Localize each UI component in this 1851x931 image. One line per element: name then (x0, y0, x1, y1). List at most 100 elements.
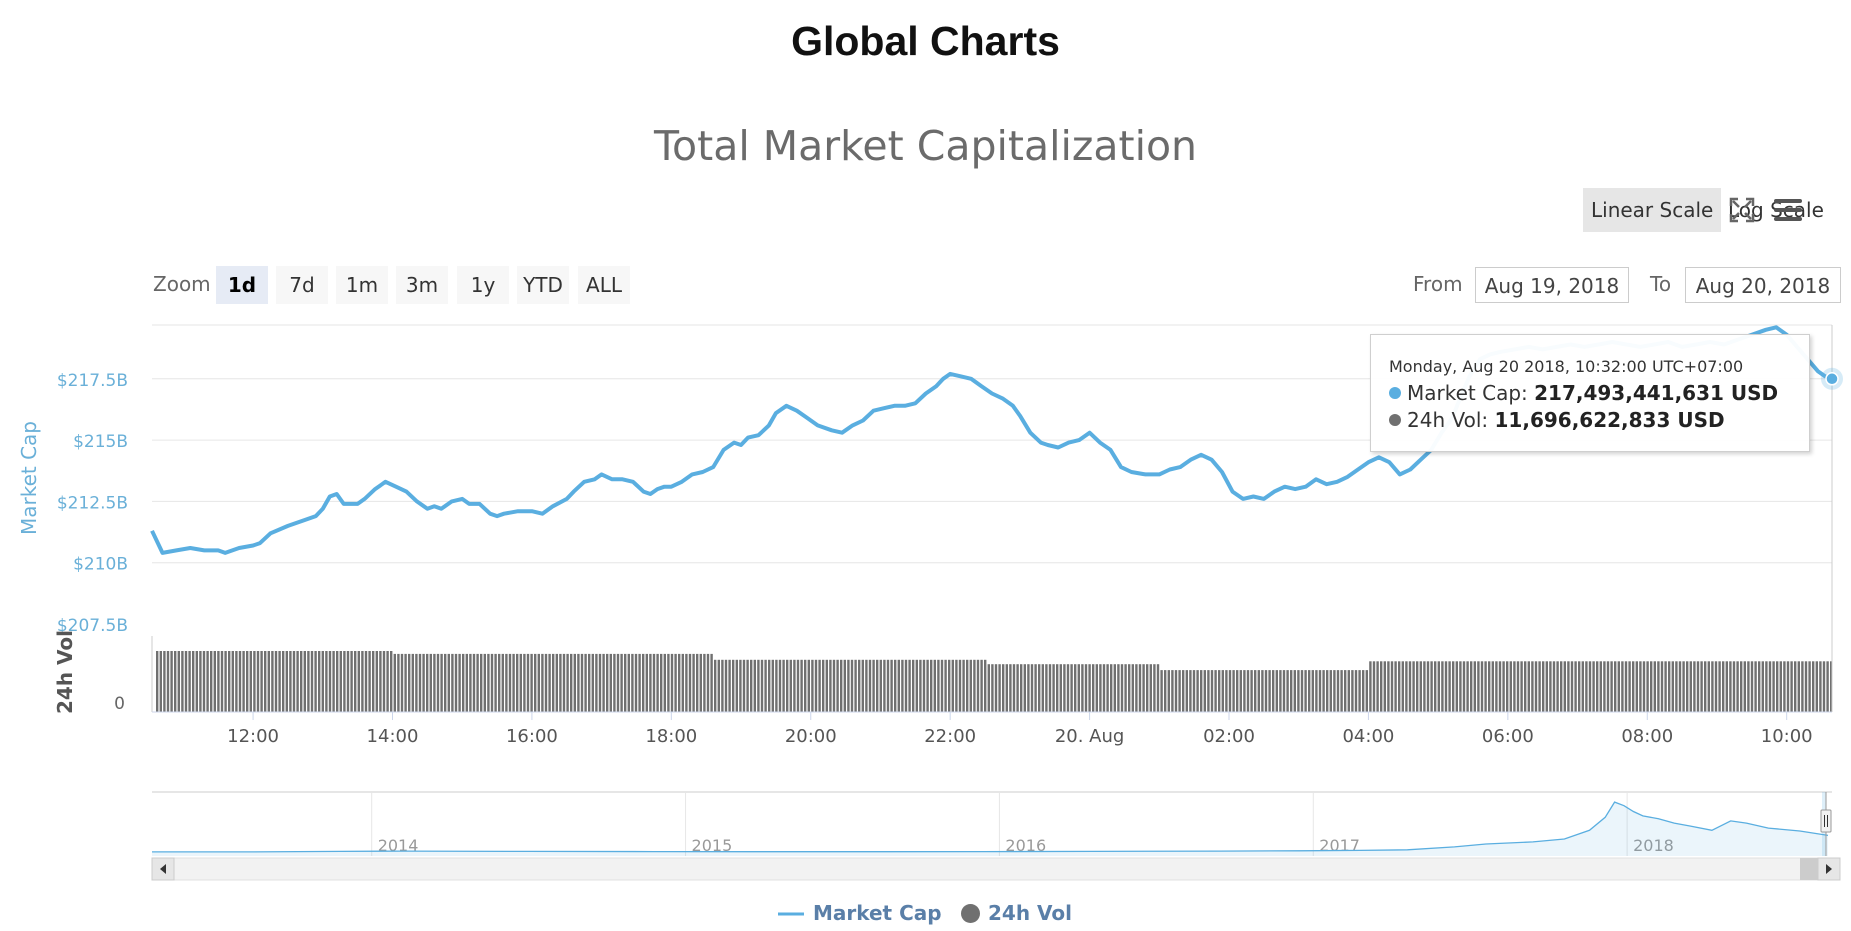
volume-bar (984, 659, 987, 712)
volume-bar (804, 659, 807, 712)
zoom-ytd-button[interactable]: YTD (517, 266, 569, 304)
volume-bar (598, 653, 602, 712)
volume-bar (408, 653, 411, 712)
volume-bar (1624, 661, 1628, 712)
volume-bar (1560, 661, 1563, 712)
volume-bar (166, 651, 170, 712)
volume-bar (699, 653, 702, 712)
volume-bar (1660, 661, 1664, 712)
volume-bar (1686, 661, 1689, 712)
fullscreen-icon[interactable] (1728, 196, 1756, 224)
volume-bar (1423, 661, 1426, 712)
volume-bar (426, 653, 429, 712)
volume-bar (840, 659, 843, 712)
volume-bar (782, 659, 785, 712)
volume-bar (1596, 661, 1599, 712)
volume-bar (1318, 670, 1322, 712)
navigator-handle[interactable] (1820, 809, 1832, 833)
to-date-input[interactable]: Aug 20, 2018 (1685, 267, 1841, 303)
volume-bar (1110, 664, 1113, 712)
volume-bar (739, 659, 742, 712)
volume-bar (1502, 661, 1505, 712)
volume-bar (786, 659, 789, 712)
volume-bar (415, 653, 418, 712)
volume-bar (1398, 661, 1401, 712)
volume-bar (195, 651, 198, 712)
volume-bar (1405, 661, 1408, 712)
volume-bar (1243, 670, 1246, 712)
volume-bar (1290, 670, 1293, 712)
volume-bar (199, 651, 202, 712)
volume-bar (487, 653, 490, 712)
volume-bar (274, 651, 278, 712)
volume-bar (1117, 664, 1120, 712)
volume-bar (537, 653, 540, 712)
zoom-3m-button[interactable]: 3m (396, 266, 448, 304)
volume-bar (1808, 661, 1811, 712)
volume-bar (1729, 661, 1732, 712)
volume-bar (1797, 661, 1800, 712)
volume-bar (872, 659, 875, 712)
volume-bar (490, 653, 494, 712)
volume-bar (1189, 670, 1192, 712)
volume-bar (213, 651, 216, 712)
volume-bar (1250, 670, 1253, 712)
hamburger-menu-icon[interactable] (1773, 196, 1803, 224)
y-tick-label: $210B (73, 555, 128, 575)
volume-bar (1333, 670, 1336, 712)
volume-bar (1214, 670, 1217, 712)
volume-bar (613, 653, 616, 712)
volume-bar (814, 659, 818, 712)
volume-bar (1750, 661, 1754, 712)
volume-bar (858, 659, 861, 712)
volume-bar (181, 651, 184, 712)
zoom-all-button[interactable]: ALL (578, 266, 630, 304)
volume-bar (667, 653, 670, 712)
volume-bar (454, 653, 458, 712)
legend-market-cap[interactable]: Market Cap (778, 901, 942, 927)
volume-bar (1614, 661, 1617, 712)
volume-bar (1365, 670, 1368, 712)
volume-bar (192, 651, 195, 712)
zoom-7d-button[interactable]: 7d (276, 266, 328, 304)
from-label: From (1413, 272, 1463, 296)
volume-bar (364, 651, 368, 712)
x-tick-label: 10:00 (1761, 726, 1813, 747)
volume-bar (1210, 670, 1214, 712)
zoom-1d-button[interactable]: 1d (216, 266, 268, 304)
volume-bar (591, 653, 594, 712)
zoom-1m-button[interactable]: 1m (336, 266, 388, 304)
volume-bar (325, 651, 328, 712)
volume-bar (1128, 664, 1131, 712)
volume-bar (501, 653, 504, 712)
volume-bar (577, 653, 580, 712)
volume-bar (339, 651, 342, 712)
volume-bar (177, 651, 180, 712)
legend-volume[interactable]: 24h Vol (961, 901, 1072, 927)
linear-scale-button[interactable]: Linear Scale (1583, 188, 1722, 232)
volume-bar (238, 651, 242, 712)
volume-bar (1441, 661, 1444, 712)
volume-bar (462, 653, 465, 712)
x-tick-label: 12:00 (227, 726, 279, 747)
volume-bar (1088, 664, 1091, 712)
chart-title: Total Market Capitalization (653, 122, 1198, 170)
volume-bar (1038, 664, 1041, 712)
volume-bar (1171, 670, 1174, 712)
volume-bar (753, 659, 756, 712)
volume-bar (559, 653, 562, 712)
volume-bar (264, 651, 267, 712)
zoom-1y-button[interactable]: 1y (457, 266, 509, 304)
scrollbar-thumb[interactable] (1800, 858, 1818, 880)
volume-bar (1714, 661, 1718, 712)
volume-bar (1380, 661, 1383, 712)
volume-bar (937, 659, 940, 712)
x-tick-label: 22:00 (924, 726, 976, 747)
from-date-input[interactable]: Aug 19, 2018 (1475, 267, 1629, 303)
volume-bar (1531, 661, 1534, 712)
volume-bar (321, 651, 324, 712)
volume-bar (1124, 664, 1127, 712)
volume-bar (1120, 664, 1124, 712)
volume-bar (955, 659, 958, 712)
